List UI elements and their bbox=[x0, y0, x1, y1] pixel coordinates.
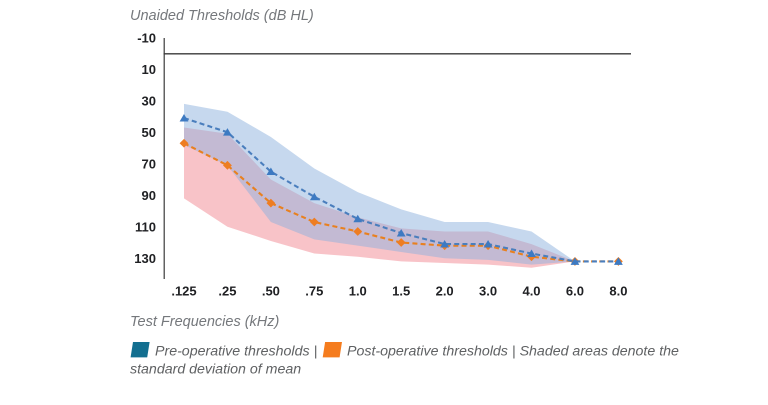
legend: Pre-operative thresholds | Post-operative… bbox=[130, 342, 679, 378]
x-tick-labels: .125 .25 .50 .75 1.0 1.5 2.0 3.0 4.0 6.0 8.0 bbox=[171, 284, 627, 299]
triangle-marker bbox=[309, 192, 319, 201]
triangle-marker bbox=[353, 214, 363, 223]
chart-title: Unaided Thresholds (dB HL) bbox=[130, 8, 314, 24]
diamond-marker bbox=[266, 198, 276, 208]
legend-line1: Pre-operative thresholds | bbox=[155, 344, 317, 360]
diamond-marker bbox=[179, 138, 189, 148]
triangle-marker bbox=[440, 239, 450, 248]
triangle-marker bbox=[483, 239, 493, 248]
diamond-marker bbox=[309, 217, 319, 227]
triangle-marker bbox=[527, 249, 536, 257]
x-tick-label: 4.0 bbox=[522, 284, 540, 299]
x-tick-label: 2.0 bbox=[436, 284, 454, 299]
triangle-marker bbox=[266, 167, 276, 176]
legend-separator-1: | bbox=[314, 344, 318, 360]
triangle-marker bbox=[614, 257, 623, 265]
triangle-marker bbox=[396, 228, 406, 237]
series-layer bbox=[179, 113, 623, 266]
series-line bbox=[183, 142, 619, 263]
x-tick-label: .25 bbox=[218, 284, 236, 299]
x-axis-title: Test Frequencies (kHz) bbox=[130, 314, 279, 330]
x-tick-label: 1.0 bbox=[349, 284, 367, 299]
y-tick-label: 10 bbox=[142, 62, 156, 77]
x-tick-label: 3.0 bbox=[479, 284, 497, 299]
x-tick-label: 1.5 bbox=[392, 284, 410, 299]
triangle-marker bbox=[570, 257, 580, 265]
pre-operative-legend-label: Pre-operative thresholds bbox=[155, 344, 310, 360]
sd-bands-layer bbox=[184, 103, 575, 268]
triangle-marker bbox=[223, 128, 232, 136]
post-operative-legend-label: Post-operative thresholds bbox=[347, 344, 508, 360]
legend-note-line2: standard deviation of mean bbox=[130, 362, 301, 378]
triangle-marker bbox=[179, 113, 189, 122]
y-tick-label: 130 bbox=[134, 251, 156, 266]
legend-line1b: Post-operative thresholds | Shaded areas d… bbox=[347, 344, 679, 360]
legend-separator-2: | bbox=[512, 344, 516, 360]
x-tick-label: .75 bbox=[305, 284, 323, 299]
sd-band bbox=[184, 103, 575, 265]
pre-operative-legend-swatch bbox=[130, 342, 150, 358]
y-tick-label: -10 bbox=[137, 30, 156, 45]
y-tick-label: 90 bbox=[142, 188, 156, 203]
diamond-marker bbox=[396, 238, 406, 247]
x-tick-label: .50 bbox=[262, 284, 280, 299]
x-tick-label: .125 bbox=[171, 284, 196, 299]
y-tick-label: 70 bbox=[142, 156, 156, 171]
diamond-marker bbox=[353, 227, 363, 236]
legend-note-line1: Shaded areas denote the bbox=[520, 344, 679, 360]
y-tick-labels: -10 10 30 50 70 90 110 130 bbox=[134, 30, 156, 266]
diamond-marker bbox=[223, 160, 232, 170]
post-operative-legend-swatch bbox=[322, 342, 342, 358]
y-tick-label: 110 bbox=[135, 219, 156, 234]
x-tick-label: 8.0 bbox=[609, 284, 627, 299]
x-tick-label: 6.0 bbox=[566, 284, 584, 299]
y-tick-label: 30 bbox=[142, 93, 156, 108]
y-tick-label: 50 bbox=[142, 125, 156, 140]
